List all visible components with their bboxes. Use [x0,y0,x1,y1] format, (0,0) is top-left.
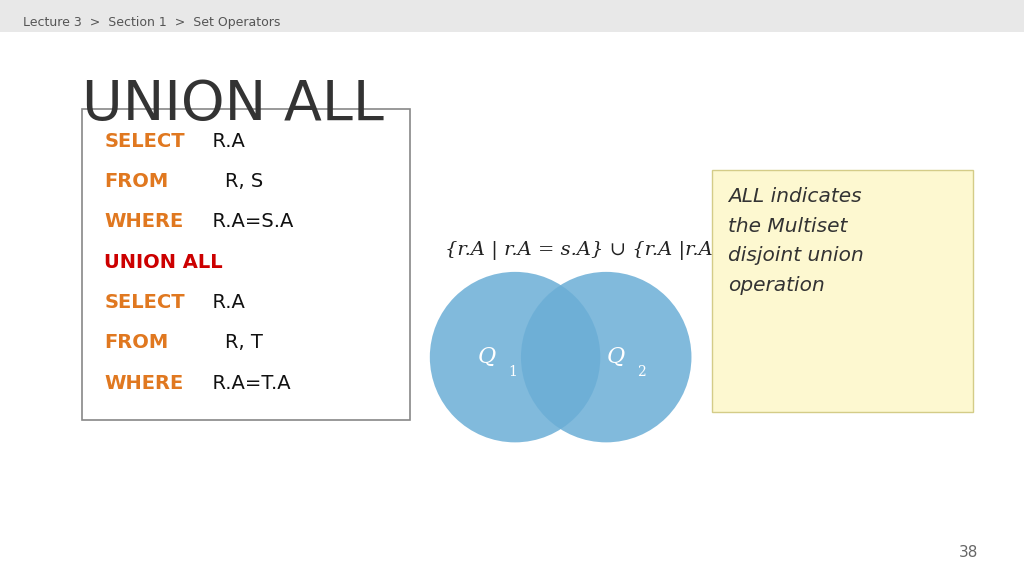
Text: SELECT: SELECT [104,132,185,150]
Text: Lecture 3  >  Section 1  >  Set Operators: Lecture 3 > Section 1 > Set Operators [23,16,280,29]
Text: 38: 38 [958,545,978,560]
Text: UNION ALL: UNION ALL [82,78,384,132]
Text: 1: 1 [508,365,517,378]
Text: ALL indicates
the Multiset
disjoint union
operation: ALL indicates the Multiset disjoint unio… [728,187,864,295]
Text: R, S: R, S [200,172,263,191]
Text: R, T: R, T [200,334,262,352]
Text: WHERE: WHERE [104,374,183,392]
Text: FROM: FROM [104,334,169,352]
Text: R.A=T.A: R.A=T.A [200,374,291,392]
Text: FROM: FROM [104,172,169,191]
Text: R.A: R.A [200,293,245,312]
Text: UNION ALL: UNION ALL [104,253,223,271]
Text: {r.A | r.A = s.A} ∪ {r.A |r.A = t.A}: {r.A | r.A = s.A} ∪ {r.A |r.A = t.A} [445,241,782,260]
Text: R.A=S.A: R.A=S.A [200,213,293,231]
Text: Q: Q [606,346,625,368]
Text: R.A: R.A [200,132,245,150]
FancyBboxPatch shape [712,170,973,412]
Text: Q: Q [477,346,496,368]
FancyBboxPatch shape [82,109,410,420]
Ellipse shape [521,272,691,442]
Text: SELECT: SELECT [104,293,185,312]
FancyBboxPatch shape [0,0,1024,32]
Text: 2: 2 [637,365,646,378]
Text: WHERE: WHERE [104,213,183,231]
Ellipse shape [430,272,600,442]
